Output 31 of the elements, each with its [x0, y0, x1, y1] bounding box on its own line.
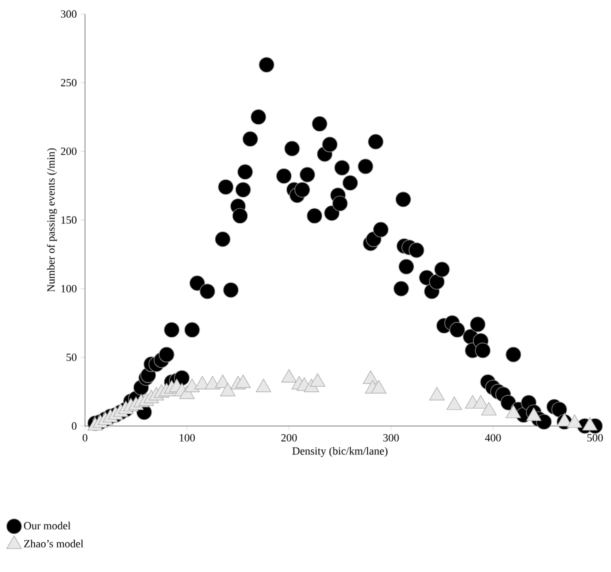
- point: [566, 414, 582, 428]
- y-tick-label: 100: [61, 284, 76, 292]
- point: [473, 395, 488, 409]
- point: [235, 374, 251, 388]
- y-tick-label: 300: [60, 10, 76, 18]
- y-tick-label: 0: [72, 422, 76, 430]
- point: [281, 369, 297, 382]
- x-tick-label: 100: [180, 434, 195, 442]
- point: [429, 386, 445, 400]
- point: [220, 382, 236, 396]
- y-tick-label: 50: [66, 354, 76, 362]
- y-tick-label: 250: [60, 78, 76, 86]
- legend-label: Our model: [24, 522, 71, 530]
- x-tick-label: 0: [82, 434, 88, 442]
- legend-label: Zhao’s model: [24, 540, 84, 548]
- point: [446, 396, 462, 410]
- point: [310, 373, 326, 387]
- point: [204, 376, 220, 390]
- x-tick-label: 200: [281, 434, 297, 442]
- point: [481, 402, 497, 416]
- point: [256, 378, 272, 392]
- x-tick-label: 400: [485, 434, 501, 442]
- x-tick-label: 500: [587, 434, 603, 442]
- x-tick-label: 300: [383, 434, 399, 442]
- point: [184, 378, 200, 392]
- y-axis-title: Number of passing events (/min): [46, 148, 57, 292]
- x-axis-title: Density (bic/km/lane): [292, 447, 388, 457]
- point: [371, 380, 386, 394]
- y-tick-label: 200: [60, 148, 76, 156]
- point: [362, 370, 378, 384]
- y-tick-label: 150: [61, 216, 76, 224]
